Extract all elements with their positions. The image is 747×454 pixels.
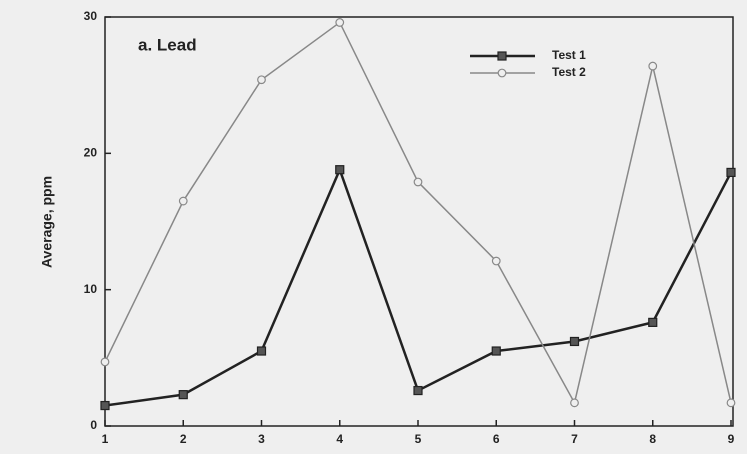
y-tick-label: 10	[84, 282, 98, 296]
marker	[100, 357, 110, 367]
marker	[413, 177, 423, 187]
marker	[257, 75, 266, 85]
plot-frame	[104, 16, 734, 427]
x-tick-label: 4	[336, 432, 343, 446]
legend-marker	[497, 68, 507, 78]
x-tick-label: 9	[728, 432, 735, 446]
marker	[178, 196, 188, 206]
marker	[648, 61, 658, 71]
legend-label: Test 1	[552, 48, 586, 62]
x-tick-label: 8	[649, 432, 656, 446]
marker	[335, 18, 345, 27]
x-tick-label: 2	[180, 432, 187, 446]
y-tick-label: 30	[84, 9, 98, 23]
series-line	[104, 21, 732, 405]
legend-marker	[497, 51, 507, 61]
marker	[569, 336, 580, 347]
x-tick-label: 3	[258, 432, 265, 446]
y-tick-label: 0	[90, 418, 97, 432]
marker	[570, 398, 579, 408]
x-tick-label: 1	[102, 432, 109, 446]
marker	[491, 256, 501, 266]
x-tick-label: 5	[415, 432, 422, 446]
x-tick-label: 6	[493, 432, 500, 446]
marker	[256, 346, 267, 356]
marker	[491, 346, 501, 356]
marker	[413, 385, 423, 396]
marker	[648, 317, 658, 327]
marker	[178, 390, 188, 400]
marker	[726, 398, 736, 408]
y-tick-label: 20	[84, 146, 98, 160]
y-axis-label: Average, ppm	[39, 176, 55, 268]
legend-label: Test 2	[552, 65, 586, 79]
marker	[726, 167, 736, 178]
marker	[335, 165, 345, 175]
marker	[100, 400, 110, 411]
x-tick-label: 7	[571, 432, 578, 446]
series-line	[104, 166, 733, 407]
annotation: a. Lead	[138, 35, 197, 54]
